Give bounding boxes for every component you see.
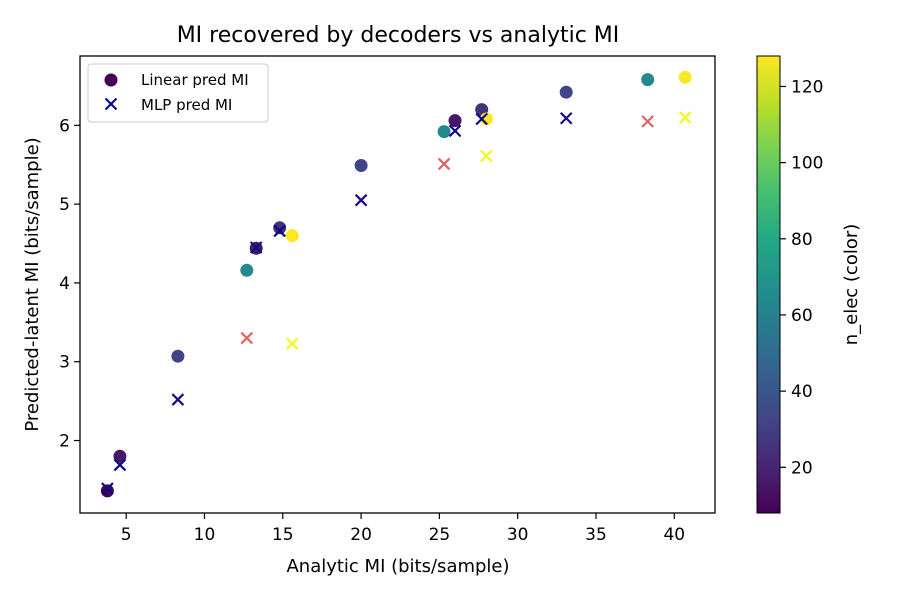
linear-pred-point: [285, 229, 299, 243]
chart-title: MI recovered by decoders vs analytic MI: [177, 23, 620, 48]
mlp-pred-point: [101, 482, 114, 495]
mlp-pred-point: [475, 112, 488, 126]
mlp-pred-point: [240, 331, 254, 345]
colorbar-tick-label: 80: [791, 230, 813, 250]
mlp-pred-point: [678, 111, 692, 124]
linear-pred-point: [559, 85, 573, 99]
colorbar: [756, 55, 781, 514]
mlp-pred-point: [480, 149, 493, 163]
x-axis-label: Analytic MI (bits/sample): [286, 556, 509, 577]
y-tick-label: 2: [59, 432, 70, 452]
linear-pred-point: [354, 159, 368, 172]
legend-x-marker: [104, 97, 118, 111]
linear-pred-point: [678, 70, 692, 84]
colorbar-label: n_elec (color): [841, 224, 862, 346]
x-tick-label: 25: [429, 525, 451, 545]
linear-pred-point: [437, 125, 451, 139]
linear-pred-point: [171, 349, 185, 363]
plot-points: [100, 70, 692, 498]
mlp-pred-point: [354, 193, 368, 207]
linear-pred-point: [113, 449, 127, 463]
colorbar-tick-label: 100: [791, 154, 823, 174]
linear-pred-point: [100, 484, 114, 498]
mlp-pred-point: [448, 124, 462, 138]
legend-label-mlp: MLP pred MI: [141, 96, 232, 114]
y-tick-label: 3: [59, 353, 70, 373]
mlp-pred-point: [285, 337, 299, 350]
y-axis: 2 3 4 5 6: [59, 116, 80, 452]
legend-label-linear: Linear pred MI: [141, 71, 249, 89]
colorbar-tick-label: 60: [791, 306, 813, 326]
y-tick-label: 4: [59, 274, 70, 294]
legend-box: [87, 63, 269, 123]
x-tick-label: 5: [121, 525, 132, 545]
y-tick-label: 5: [59, 195, 70, 215]
x-tick-label: 40: [663, 525, 685, 545]
x-tick-label: 35: [585, 525, 607, 545]
linear-pred-point: [479, 112, 493, 126]
linear-pred-point: [240, 263, 254, 277]
colorbar-tick-label: 120: [791, 77, 823, 97]
y-tick-label: 6: [59, 116, 70, 136]
mlp-pred-point: [249, 241, 263, 254]
mlp-pred-point: [559, 111, 573, 125]
linear-pred-point: [273, 221, 287, 235]
colorbar-ticks: 20 40 60 80 100 120: [780, 77, 823, 478]
colorbar-tick-label: 40: [791, 382, 813, 402]
legend: Linear pred MI MLP pred MI: [87, 63, 269, 123]
mlp-pred-point: [437, 157, 451, 171]
legend-circle-marker: [104, 73, 118, 87]
mlp-pred-point: [113, 458, 127, 472]
x-tick-label: 15: [272, 525, 294, 545]
colorbar-tick-label: 20: [791, 458, 813, 478]
linear-pred-point: [641, 73, 655, 87]
x-axis: 5 10 15 20 25 30 35 40: [121, 513, 685, 545]
x-tick-label: 30: [507, 525, 529, 545]
linear-pred-point: [448, 114, 462, 128]
y-axis-label: Predicted-latent MI (bits/sample): [22, 137, 43, 431]
x-tick-label: 20: [350, 525, 372, 545]
plot-frame: [79, 55, 716, 514]
mlp-pred-point: [171, 393, 185, 406]
mlp-pred-point: [641, 115, 654, 128]
x-tick-label: 10: [194, 525, 216, 545]
mlp-pred-point: [273, 224, 286, 238]
